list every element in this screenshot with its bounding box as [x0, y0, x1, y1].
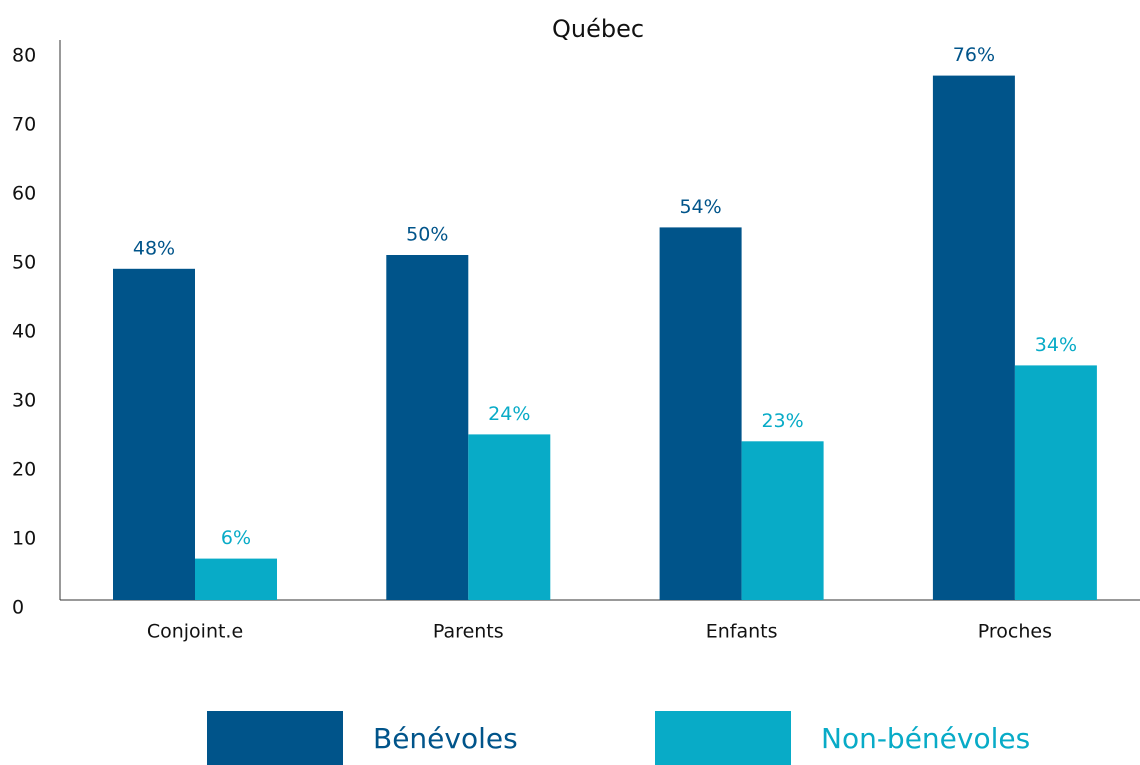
y-tick-label: 20 — [12, 459, 36, 481]
bar — [113, 268, 195, 600]
y-tick-label: 50 — [12, 252, 36, 274]
bar — [386, 255, 469, 600]
y-tick-label: 10 — [12, 528, 36, 550]
x-tick-label: Conjoint.e — [147, 621, 243, 643]
data-label: 24% — [488, 403, 530, 425]
data-label: 34% — [1035, 334, 1077, 356]
data-label: 23% — [761, 410, 803, 432]
y-tick-label: 40 — [12, 321, 36, 343]
legend-label: Non-bénévoles — [821, 722, 1030, 755]
y-tick-label: 30 — [12, 390, 36, 412]
bar — [468, 434, 551, 600]
data-label: 76% — [953, 44, 995, 66]
data-label: 54% — [679, 196, 721, 218]
legend-label: Bénévoles — [373, 722, 518, 755]
bar — [1014, 365, 1097, 600]
bar — [932, 75, 1015, 601]
legend-swatch — [655, 711, 791, 765]
x-tick-label: Proches — [978, 621, 1052, 643]
data-label: 6% — [221, 527, 251, 549]
data-label: 48% — [133, 237, 175, 259]
bar — [741, 441, 824, 600]
y-tick-label: 70 — [12, 114, 36, 136]
y-tick-label: 80 — [12, 45, 36, 67]
chart-title: Québec — [552, 15, 644, 43]
x-tick-label: Parents — [433, 621, 504, 643]
x-tick-label: Enfants — [706, 621, 778, 643]
legend-swatch — [207, 711, 343, 765]
y-tick-label: 60 — [12, 183, 36, 205]
data-label: 50% — [406, 224, 448, 246]
bar — [195, 558, 277, 600]
y-tick-label: 0 — [12, 597, 24, 619]
bar — [659, 227, 742, 600]
